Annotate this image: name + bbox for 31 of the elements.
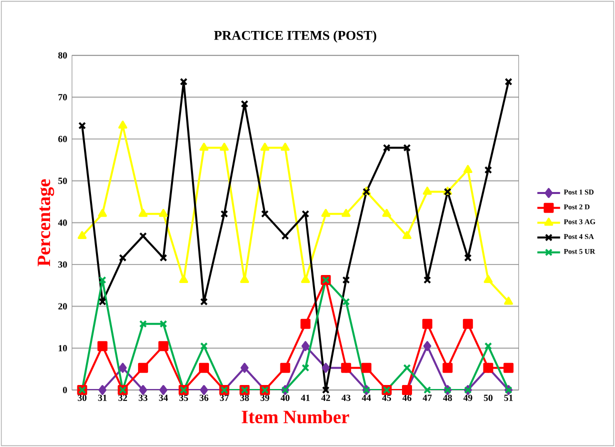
- y-axis-title: Percentage: [38, 179, 54, 266]
- x-tick-label: 40: [280, 394, 290, 401]
- y-tick-label: 40: [58, 220, 67, 226]
- x-tick-label: 30: [78, 394, 86, 401]
- chart-title: PRACTICE ITEMS (POST): [214, 30, 376, 43]
- x-tick-label: 39: [260, 394, 270, 401]
- y-tick-label: 80: [58, 52, 67, 58]
- y-tick-label: 60: [58, 136, 67, 142]
- x-tick-label: 41: [300, 394, 310, 401]
- x-tick-label: 50: [484, 394, 493, 401]
- x-tick-label: 47: [422, 394, 432, 401]
- y-tick-label: 10: [58, 345, 67, 352]
- x-tick-label: 31: [98, 394, 107, 401]
- x-tick-label: 32: [118, 394, 128, 401]
- x-tick-label: 38: [240, 394, 249, 401]
- x-axis-title: Item Number: [242, 410, 350, 424]
- y-tick-label: 30: [58, 261, 67, 268]
- y-tick-label: 0: [62, 386, 67, 394]
- x-tick-label: 43: [342, 394, 350, 401]
- x-tick-label: 49: [463, 394, 472, 401]
- x-tick-label: 42: [321, 394, 330, 401]
- y-tick-label: 50: [58, 178, 67, 184]
- x-tick-label: 51: [504, 394, 513, 401]
- y-tick-label: 20: [58, 303, 67, 310]
- x-tick-label: 48: [443, 394, 452, 401]
- x-tick-label: 46: [402, 394, 412, 401]
- x-tick-label: 36: [200, 394, 208, 401]
- x-tick-label: 44: [362, 394, 371, 401]
- x-tick-label: 33: [138, 394, 148, 401]
- x-tick-label: 34: [159, 394, 168, 401]
- y-tick-label: 70: [58, 94, 67, 100]
